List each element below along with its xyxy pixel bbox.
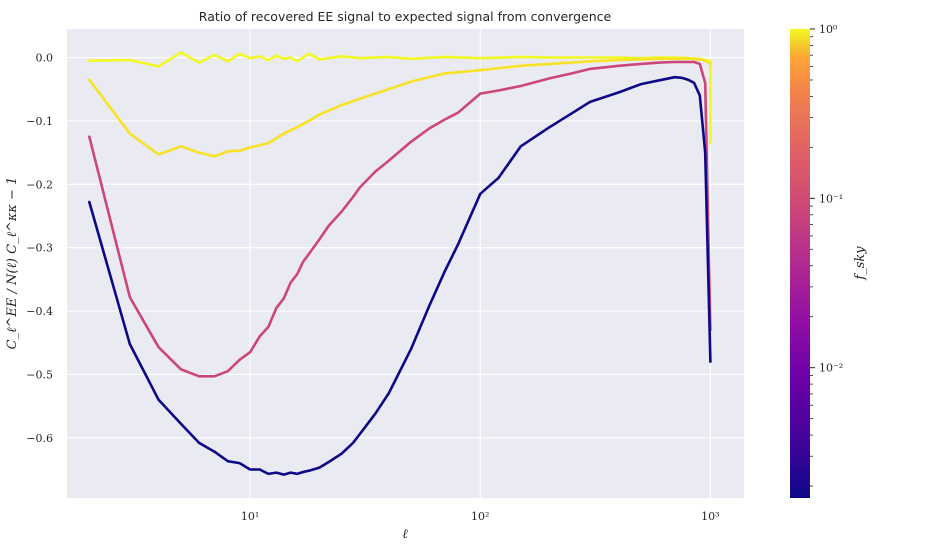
- y-tick-label: −0.6: [26, 432, 53, 445]
- x-axis-label: ℓ: [402, 527, 408, 542]
- x-tick-label: 10²: [471, 510, 489, 523]
- plot-background: [67, 29, 744, 498]
- chart-title: Ratio of recovered EE signal to expected…: [199, 9, 612, 24]
- y-tick-label: −0.3: [26, 242, 53, 255]
- series-line: [88, 60, 712, 378]
- y-tick-label: 0.0: [36, 52, 54, 65]
- grid: [67, 29, 744, 498]
- colorbar-axis: 10⁰ 10⁻¹ 10⁻²: [810, 23, 843, 487]
- colorbar-tick-label: 10⁰: [819, 23, 838, 36]
- x-tick-label: 10³: [701, 510, 719, 523]
- series-lines: [88, 51, 712, 476]
- x-axis: 10¹ 10² 10³: [241, 510, 720, 523]
- y-tick-label: −0.1: [26, 115, 53, 128]
- series-line: [88, 75, 712, 476]
- y-axis-label: C_ℓ^EE / N(ℓ) C_ℓ^κκ − 1: [5, 177, 20, 350]
- colorbar-tick-label: 10⁻¹: [819, 192, 843, 205]
- series-line: [88, 57, 712, 158]
- colorbar: [790, 29, 810, 498]
- y-axis: 0.0 −0.1 −0.2 −0.3 −0.4 −0.5 −0.6: [26, 52, 53, 445]
- y-tick-label: −0.5: [26, 368, 53, 381]
- y-tick-label: −0.2: [26, 178, 53, 191]
- colorbar-label: f_sky: [853, 246, 868, 281]
- x-tick-label: 10¹: [241, 510, 259, 523]
- y-tick-label: −0.4: [26, 305, 53, 318]
- colorbar-tick-label: 10⁻²: [819, 362, 843, 375]
